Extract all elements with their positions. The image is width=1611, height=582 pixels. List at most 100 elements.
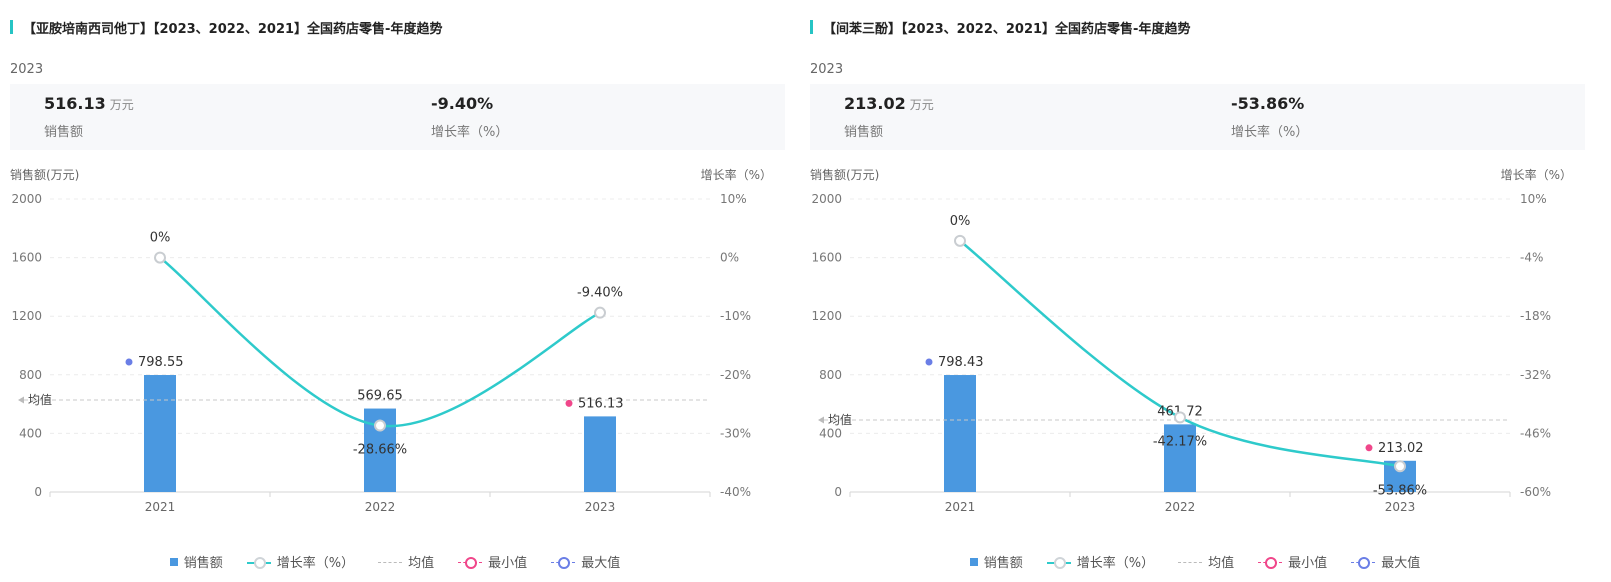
panel-title: 【亚胺培南西司他丁】【2023、2022、2021】全国药店零售-年度趋势	[10, 16, 442, 38]
kpi-sales: 516.13 万元 销售额	[44, 94, 134, 140]
bar-sales-2021	[144, 375, 176, 492]
legend-label-sales: 销售额	[983, 556, 1023, 571]
legend-item-growth[interactable]: 增长率（%）	[1046, 552, 1155, 571]
x-tick-label: 2021	[945, 500, 976, 514]
legend-label-growth: 增长率（%）	[1076, 556, 1155, 571]
bar-value-label: 798.55	[138, 355, 184, 370]
y-left-tick-label: 1600	[811, 251, 842, 265]
y-right-tick-label: 0%	[720, 251, 739, 265]
min-marker-dot	[565, 399, 573, 407]
year-label: 2023	[10, 62, 44, 77]
legend-item-min[interactable]: 最小值	[1258, 552, 1327, 571]
legend-min-swatch	[1258, 556, 1283, 569]
legend-label-growth: 增长率（%）	[276, 556, 355, 571]
kpi-sales-unit: 万元	[909, 98, 934, 112]
growth-value-label: -9.40%	[577, 286, 623, 301]
legend-label-average: 均值	[408, 556, 435, 571]
combo-chart: 0 -40% 400 -30% 800 -20% 1200 -10% 1600 0% 2000 10%…	[11, 192, 751, 514]
y-left-tick-label: 0	[834, 485, 842, 499]
legend-item-max[interactable]: 最大值	[551, 552, 620, 571]
bar-sales-2021	[944, 375, 976, 492]
legend-label-max: 最大值	[1381, 556, 1421, 571]
growth-value-label: -53.86%	[1373, 483, 1427, 498]
legend-line-swatch	[1046, 556, 1071, 569]
x-tick-label: 2022	[1165, 500, 1196, 514]
panel-title: 【间苯三酚】【2023、2022、2021】全国药店零售-年度趋势	[810, 16, 1190, 38]
y-right-tick-label: -46%	[1520, 426, 1551, 440]
bar-value-label: 213.02	[1378, 441, 1424, 456]
y-left-tick-label: 1600	[11, 251, 42, 265]
kpi-sales: 213.02 万元 销售额	[844, 94, 934, 140]
kpi-growth-label: 增长率（%）	[1231, 125, 1309, 140]
bar-sales-2022	[1164, 424, 1196, 492]
chart-panel-0: 【亚胺培南西司他丁】【2023、2022、2021】全国药店零售-年度趋势 20…	[0, 0, 790, 582]
legend-label-min: 最小值	[488, 556, 528, 571]
growth-point-2022	[1174, 411, 1186, 424]
y-left-tick-label: 800	[19, 368, 42, 382]
growth-point-2021	[154, 251, 166, 264]
y-right-tick-label: -4%	[1520, 251, 1543, 265]
x-tick-label: 2023	[585, 500, 616, 514]
legend-item-sales[interactable]: 销售额	[969, 552, 1023, 571]
legend-label-max: 最大值	[581, 556, 621, 571]
legend-line-swatch	[246, 556, 271, 569]
growth-value-label: -42.17%	[1153, 434, 1207, 449]
y-left-tick-label: 1200	[11, 309, 42, 323]
title-accent-bar	[10, 20, 13, 34]
legend-item-min[interactable]: 最小值	[458, 552, 527, 571]
y-right-tick-label: -10%	[720, 309, 751, 323]
growth-point-2022	[374, 419, 386, 432]
growth-value-label: -28.66%	[353, 443, 407, 458]
x-tick-label: 2022	[365, 500, 396, 514]
growth-value-label: 0%	[950, 214, 971, 229]
y-right-tick-label: 10%	[1520, 192, 1547, 206]
legend-max-swatch	[551, 556, 576, 569]
max-marker-dot	[925, 358, 933, 366]
left-axis-title: 销售额(万元)	[810, 168, 880, 182]
kpi-sales-value: 516.13	[44, 94, 106, 113]
y-right-tick-label: -18%	[1520, 309, 1551, 323]
legend-item-max[interactable]: 最大值	[1351, 552, 1420, 571]
legend-average-swatch	[378, 556, 403, 568]
y-right-tick-label: -32%	[1520, 368, 1551, 382]
x-tick-label: 2023	[1385, 500, 1416, 514]
chart-legend: 销售额 增长率（%） 均值 最小值 最大值	[800, 552, 1590, 571]
kpi-growth-value: -9.40%	[431, 94, 494, 113]
legend-item-sales[interactable]: 销售额	[169, 552, 223, 571]
average-label: 均值	[28, 392, 52, 407]
growth-value-label: 0%	[150, 231, 171, 246]
y-right-tick-label: -40%	[720, 485, 751, 499]
legend-label-min: 最小值	[1288, 556, 1328, 571]
y-left-tick-label: 2000	[11, 192, 42, 206]
title-accent-bar	[810, 20, 813, 34]
kpi-growth-label: 增长率（%）	[431, 125, 509, 140]
average-marker	[818, 416, 824, 424]
y-right-tick-label: -30%	[720, 426, 751, 440]
kpi-sales-label: 销售额	[44, 125, 84, 140]
year-label: 2023	[810, 62, 844, 77]
y-right-tick-label: -60%	[1520, 485, 1551, 499]
legend-item-average[interactable]: 均值	[378, 552, 434, 571]
chart-panel-1: 【间苯三酚】【2023、2022、2021】全国药店零售-年度趋势 2023 2…	[800, 0, 1590, 582]
legend-max-swatch	[1351, 556, 1376, 569]
left-axis-title: 销售额(万元)	[10, 168, 80, 182]
panel-title-text: 【亚胺培南西司他丁】【2023、2022、2021】全国药店零售-年度趋势	[23, 21, 443, 37]
bar-value-label: 516.13	[578, 396, 624, 411]
average-marker	[18, 396, 24, 404]
x-tick-label: 2021	[145, 500, 176, 514]
kpi-sales-value: 213.02	[844, 94, 906, 113]
legend-label-sales: 销售额	[183, 556, 223, 571]
legend-min-swatch	[458, 556, 483, 569]
max-marker-dot	[125, 358, 133, 366]
legend-bar-swatch	[169, 557, 178, 566]
panel-title-text: 【间苯三酚】【2023、2022、2021】全国药店零售-年度趋势	[823, 21, 1191, 37]
growth-point-2023	[1394, 460, 1406, 473]
legend-item-growth[interactable]: 增长率（%）	[246, 552, 355, 571]
legend-label-average: 均值	[1208, 556, 1235, 571]
legend-item-average[interactable]: 均值	[1178, 552, 1234, 571]
legend-bar-swatch	[969, 557, 978, 566]
bar-sales-2023	[584, 416, 616, 492]
chart-legend: 销售额 增长率（%） 均值 最小值 最大值	[0, 552, 790, 571]
bar-value-label: 798.43	[938, 355, 984, 370]
growth-point-2023	[594, 306, 606, 319]
